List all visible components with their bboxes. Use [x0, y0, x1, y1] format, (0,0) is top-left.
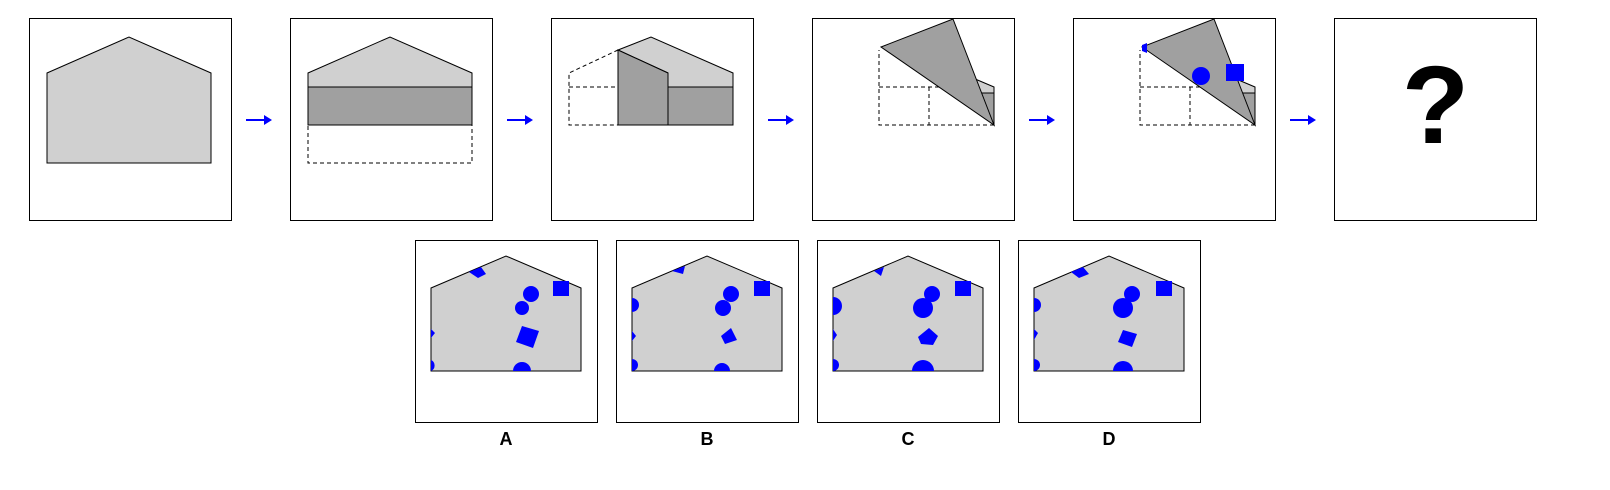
hole-circle — [723, 286, 739, 302]
hole-edge — [632, 359, 638, 371]
hole-square — [1226, 64, 1244, 81]
hole-edge — [632, 331, 636, 341]
hole-square — [553, 281, 569, 296]
option-a-figure — [430, 255, 582, 372]
option-label: B — [700, 429, 714, 449]
unfolded-paper — [1033, 255, 1185, 372]
hole-square — [1156, 281, 1172, 296]
hole-bottom — [513, 362, 531, 371]
unfolded-paper — [631, 255, 783, 372]
hole-square-rotated — [516, 326, 539, 348]
step-2-panel — [290, 18, 493, 221]
option-d-panel[interactable]: D — [1018, 240, 1201, 449]
fold-ghost-outline — [568, 49, 619, 126]
step-4-figure — [878, 19, 996, 127]
fold-ghost-outline — [1139, 50, 1255, 126]
hole-circle — [1124, 286, 1140, 302]
hole-pentagon — [721, 328, 737, 344]
step-1-figure — [46, 36, 212, 164]
option-b-figure — [631, 255, 783, 372]
question-mark: ? — [1401, 44, 1470, 167]
top-layer — [307, 36, 473, 88]
step-3-figure — [568, 36, 734, 126]
hole-corner — [1142, 43, 1147, 53]
hole-edge — [1034, 329, 1038, 340]
arrow-icon — [246, 115, 272, 125]
hole-edge — [431, 329, 435, 338]
folded-strip — [307, 86, 473, 126]
step-2-figure — [307, 36, 473, 164]
hole-bottom — [714, 363, 730, 371]
arrow-icon — [768, 115, 794, 125]
hole-square — [754, 281, 770, 296]
option-label: A — [499, 429, 513, 449]
hole-circle — [715, 300, 731, 316]
hole-circle — [515, 301, 529, 315]
hole-bottom — [1113, 361, 1133, 371]
hole-top — [469, 267, 486, 278]
step-3-panel — [551, 18, 754, 221]
hole-top — [1071, 267, 1089, 278]
hole-pentagon — [918, 328, 938, 345]
step-5-figure — [1139, 19, 1257, 127]
arrow-icon — [1029, 115, 1055, 125]
hole-square-rotated — [1118, 330, 1137, 347]
hole-edge — [431, 360, 435, 371]
folded-flap — [617, 49, 669, 126]
fold-ghost-outline — [307, 124, 473, 164]
hole-edge — [1034, 359, 1040, 371]
question-panel: ? — [1334, 18, 1537, 221]
strip-layer — [667, 86, 734, 126]
option-c-panel[interactable]: C — [817, 240, 1000, 449]
hole-edge — [632, 298, 639, 312]
hole-circle — [1192, 67, 1210, 85]
hole-edge — [1034, 298, 1041, 312]
folded-triangle — [879, 19, 996, 127]
hole-edge — [833, 329, 837, 341]
option-label: C — [901, 429, 915, 449]
hole-bottom — [912, 360, 934, 371]
hole-top — [672, 266, 685, 274]
step-4-panel — [812, 18, 1015, 221]
hole-top — [874, 267, 884, 276]
arrow-icon — [1290, 115, 1316, 125]
hole-circle — [1113, 298, 1133, 318]
hole-edge — [833, 297, 842, 315]
hole-circle — [913, 298, 933, 318]
hole-circle — [523, 286, 539, 302]
fold-ghost-outline — [878, 50, 994, 126]
arrow-icon — [507, 115, 533, 125]
unfolded-paper — [430, 255, 582, 372]
option-c-figure — [832, 255, 984, 372]
hole-square — [955, 281, 971, 296]
unfolded-paper — [832, 255, 984, 372]
hole-circle — [924, 286, 940, 302]
option-a-panel[interactable]: A — [415, 240, 598, 449]
hole-edge — [833, 359, 839, 371]
pentagon-paper — [46, 36, 212, 164]
step-5-panel — [1073, 18, 1276, 221]
option-d-figure — [1033, 255, 1185, 372]
step-1-panel — [29, 18, 232, 221]
option-b-panel[interactable]: B — [616, 240, 799, 449]
option-label: D — [1102, 429, 1116, 449]
